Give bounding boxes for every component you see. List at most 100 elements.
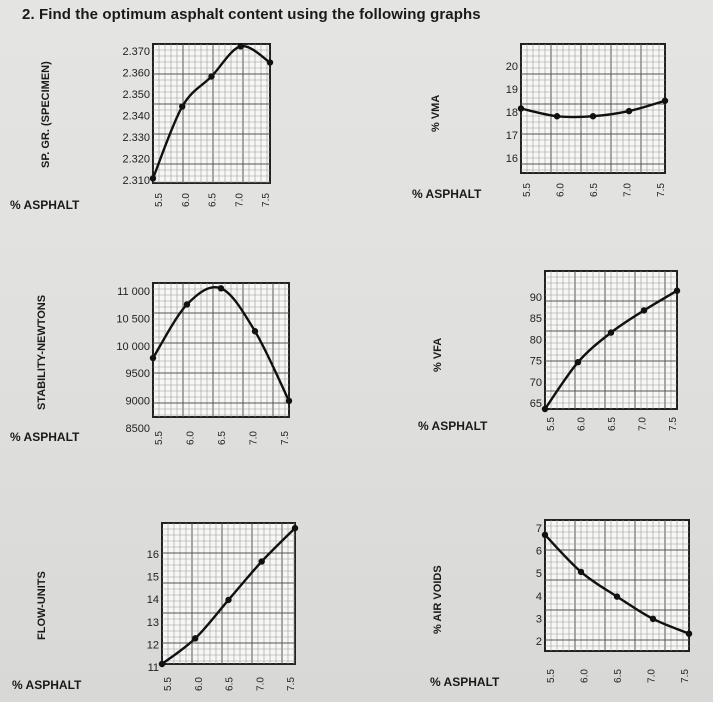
data-point [541, 531, 549, 539]
x-tick-label: 7.0 [255, 677, 266, 691]
plot-area [152, 43, 271, 184]
data-point [574, 358, 582, 366]
x-tick-label: 6.5 [589, 183, 600, 197]
data-point [285, 397, 293, 405]
data-point [291, 524, 299, 532]
x-tick-label: 6.5 [208, 193, 219, 207]
data-point [149, 175, 157, 182]
x-axis-label: % ASPHALT [412, 187, 482, 201]
x-tick-label: 6.0 [194, 677, 205, 691]
y-tick-label: 12 [147, 639, 159, 651]
y-tick-label: 8500 [126, 423, 150, 435]
data-point [541, 405, 549, 413]
data-point [217, 285, 225, 292]
y-tick-label: 4 [536, 591, 542, 603]
x-tick-label: 7.0 [638, 417, 649, 431]
y-tick-label: 11 [148, 662, 159, 674]
data-point [577, 568, 585, 576]
x-tick-label: 7.0 [623, 183, 634, 197]
y-tick-label: 16 [147, 549, 159, 561]
x-tick-label: 6.5 [225, 677, 236, 691]
data-point [179, 103, 186, 110]
x-tick-label: 6.0 [186, 431, 197, 445]
y-tick-label: 2.340 [122, 111, 150, 123]
y-tick-label: 80 [530, 334, 542, 346]
data-point [661, 97, 669, 104]
y-tick-label: 90 [530, 292, 542, 304]
y-tick-label: 65 [530, 398, 542, 410]
y-tick-label: 2.310 [122, 175, 150, 187]
y-tick-label: 15 [147, 572, 159, 584]
x-axis-label: % ASPHALT [430, 675, 500, 689]
data-point [553, 113, 561, 120]
y-tick-label: 2.360 [122, 68, 150, 80]
y-tick-label: 20 [506, 61, 518, 73]
y-tick-label: 11 000 [117, 286, 150, 298]
y-tick-label: 19 [506, 84, 518, 96]
y-tick-label: 7 [536, 523, 542, 535]
y-tick-label: 2.350 [122, 89, 150, 101]
data-point [673, 287, 681, 294]
x-tick-label: 7.0 [249, 431, 260, 445]
y-tick-label: 14 [147, 594, 159, 606]
x-axis-label: % ASPHALT [10, 198, 80, 212]
x-tick-label: 5.5 [163, 677, 174, 691]
data-point [208, 73, 215, 80]
y-tick-label: 85 [530, 313, 542, 325]
y-tick-label: 13 [147, 617, 159, 629]
x-tick-label: 7.5 [280, 431, 291, 445]
y-tick-label: 3 [536, 613, 542, 625]
y-tick-label: 16 [506, 153, 518, 165]
x-tick-label: 7.5 [680, 669, 691, 683]
data-point [266, 59, 274, 66]
y-tick-label: 2.320 [122, 154, 150, 166]
y-tick-label: 10 500 [116, 313, 150, 325]
data-point [589, 113, 597, 120]
y-tick-label: 2.330 [122, 132, 150, 144]
x-tick-label: 6.0 [181, 193, 192, 207]
data-point [649, 615, 657, 623]
x-tick-label: 7.5 [656, 183, 667, 197]
x-tick-label: 5.5 [546, 417, 557, 431]
data-point [685, 630, 693, 637]
x-tick-label: 5.5 [154, 431, 165, 445]
data-point [613, 593, 621, 600]
y-tick-label: 9500 [126, 368, 150, 380]
y-tick-label: 9000 [126, 396, 150, 408]
x-tick-label: 6.5 [217, 431, 228, 445]
x-tick-label: 5.5 [546, 669, 557, 683]
x-tick-label: 6.0 [577, 417, 588, 431]
y-tick-label: 75 [530, 356, 542, 368]
x-tick-label: 6.0 [580, 669, 591, 683]
x-tick-label: 7.0 [647, 669, 658, 683]
data-point [625, 107, 633, 115]
y-tick-label: 2 [536, 636, 542, 648]
x-tick-label: 6.5 [613, 669, 624, 683]
x-tick-label: 5.5 [154, 193, 165, 207]
y-tick-label: 6 [536, 546, 542, 558]
data-point [258, 558, 265, 565]
x-tick-label: 7.5 [286, 677, 297, 691]
data-point [237, 43, 244, 50]
y-tick-label: 10 000 [116, 341, 150, 353]
x-tick-label: 6.5 [607, 417, 618, 431]
x-axis-label: % ASPHALT [12, 678, 82, 692]
x-tick-label: 7.0 [234, 193, 245, 207]
data-point [225, 596, 232, 604]
y-tick-label: 2.370 [122, 46, 150, 58]
data-point [251, 328, 259, 335]
x-axis-label: % ASPHALT [418, 419, 488, 433]
question-text: 2. Find the optimum asphalt content usin… [22, 6, 481, 23]
x-tick-label: 7.5 [668, 417, 679, 431]
data-point [640, 307, 648, 314]
data-point [158, 660, 166, 668]
plot-area [161, 522, 296, 665]
y-tick-label: 5 [536, 568, 542, 580]
y-tick-label: 70 [530, 377, 542, 389]
